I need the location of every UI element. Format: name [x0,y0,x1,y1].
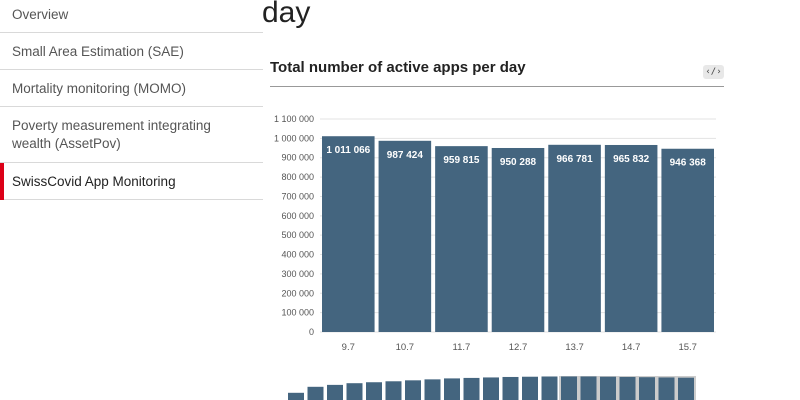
brush-bar [424,379,441,400]
y-tick-label: 300 000 [281,269,314,279]
brush-bar [561,376,577,400]
sidebar-item-swisscovid[interactable]: SwissCovid App Monitoring [0,163,263,200]
brush-bar [483,377,499,400]
sidebar-item-sae[interactable]: Small Area Estimation (SAE) [0,33,263,70]
brush-bar [658,377,675,400]
y-tick-label: 400 000 [281,250,314,260]
x-tick-label: 13.7 [565,342,584,353]
bar [322,136,375,332]
bar-value-label: 966 781 [556,154,593,165]
code-embed-glyph: ‹/› [705,67,722,77]
sidebar-item-label-line1: Poverty measurement integrating [12,118,211,133]
bar-value-label: 987 424 [387,150,424,161]
y-tick-label: 600 000 [281,211,314,221]
brush-bar [619,376,636,400]
bar [548,144,601,332]
y-tick-label: 1 100 000 [274,114,314,124]
code-embed-icon[interactable]: ‹/› [703,65,724,79]
sidebar-item-momo[interactable]: Mortality monitoring (MOMO) [0,70,263,107]
brush-bar [463,377,480,400]
bar-value-label: 1 011 066 [326,145,370,156]
title-divider [270,86,724,87]
sidebar-item-assetpov[interactable]: Poverty measurement integrating wealth (… [0,107,263,163]
y-tick-label: 800 000 [281,172,314,182]
brush-bar [327,384,343,400]
brush-bar [307,386,324,400]
sidebar-item-label: SwissCovid App Monitoring [12,174,176,189]
brush-bar [288,392,304,400]
range-brush[interactable] [280,372,700,400]
y-tick-label: 500 000 [281,230,314,240]
sidebar-item-label: Small Area Estimation (SAE) [12,44,184,59]
bar-value-label: 965 832 [613,154,650,165]
bar-value-label: 950 288 [500,157,537,168]
brush-bar [405,380,421,400]
y-tick-label: 100 000 [281,308,314,318]
bar [604,144,658,332]
sidebar-item-label-line2: wealth (AssetPov) [12,136,121,151]
bar-chart: 0 100 000 200 000 300 000 400 000 500 000 600 … [274,114,716,353]
bar-value-label: 959 815 [443,155,480,166]
brush-bar [541,376,558,400]
sidebar-item-label: Mortality monitoring (MOMO) [12,81,187,96]
sidebar-item-label: Overview [12,7,69,22]
chart-title: Total number of active apps per day [270,59,526,76]
bar-value-label: 946 368 [670,158,707,169]
brush-bar [580,376,597,400]
y-tick-label: 1 000 000 [274,133,314,143]
brush-bar [600,376,616,400]
brush-bar [385,381,402,400]
bar [435,146,488,332]
sidebar-nav: Overview Small Area Estimation (SAE) Mor… [0,0,263,200]
brush-bar [444,378,460,400]
page-title: day [262,0,311,29]
brush-bar [522,376,538,400]
brush-bar [678,377,694,400]
brush-bar [639,377,655,400]
y-tick-label: 200 000 [281,288,314,298]
x-tick-label: 12.7 [509,342,528,353]
y-tick-label: 900 000 [281,153,314,163]
x-tick-label: 14.7 [622,342,641,353]
brush-bar [366,382,382,400]
bar [378,140,432,332]
sidebar-item-overview[interactable]: Overview [0,0,263,33]
x-tick-label: 9.7 [342,342,355,353]
bar [491,147,545,332]
brush-bar [502,376,519,400]
y-tick-label: 0 [309,327,314,337]
y-tick-label: 700 000 [281,191,314,201]
brush-bar [346,383,363,400]
x-tick-label: 11.7 [453,342,471,353]
x-tick-label: 15.7 [678,342,697,353]
x-tick-label: 10.7 [396,342,415,353]
bar [661,148,714,332]
